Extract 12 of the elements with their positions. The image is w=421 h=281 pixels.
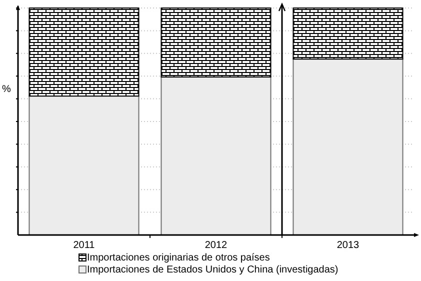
legend-label: Importaciones de Estados Unidos y China (investigadas): [87, 264, 338, 276]
bar: [292, 58, 404, 236]
legend-label: Importaciones originarias de otros países: [87, 252, 270, 264]
bar: [160, 8, 272, 78]
x-tick-label: 2011: [73, 240, 96, 251]
bar: [28, 8, 140, 97]
y-axis-title: %: [2, 84, 11, 95]
bar: [160, 76, 272, 236]
x-tick-label: 2012: [204, 240, 228, 251]
bar: [28, 96, 140, 236]
x-tick-label: 2013: [336, 240, 360, 251]
bar: [292, 8, 404, 60]
